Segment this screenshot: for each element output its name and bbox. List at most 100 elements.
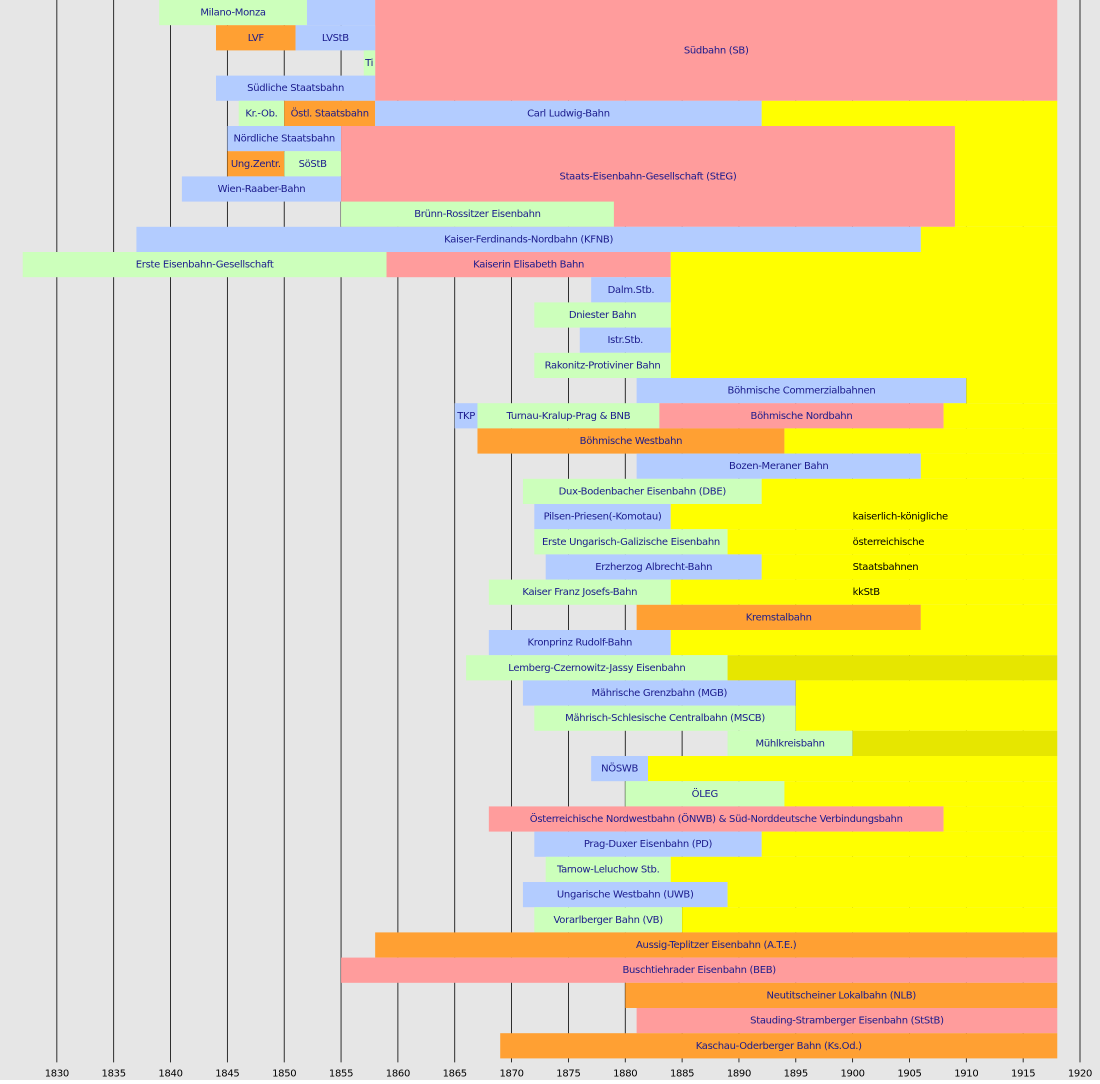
x-tick-label: 1840 — [158, 1068, 182, 1079]
bar — [761, 100, 1058, 126]
bar — [227, 151, 285, 177]
bar — [727, 655, 1058, 681]
bar-label: Dalm.Stb. — [608, 285, 655, 296]
bar-label: Turnau-Kralup-Prag & BNB — [506, 411, 631, 422]
x-tick-label: 1875 — [556, 1068, 580, 1079]
bar — [591, 756, 648, 782]
bar — [852, 730, 1058, 756]
x-tick-label: 1860 — [386, 1068, 410, 1079]
bar — [682, 907, 1058, 933]
bar-label: Östl. Staatsbahn — [291, 106, 369, 119]
bar — [477, 403, 660, 429]
bar-label: LVF — [248, 33, 265, 44]
bar-label: Erste Eisenbahn-Gesellschaft — [136, 260, 274, 271]
bar — [22, 252, 387, 278]
x-tick-label: 1855 — [329, 1068, 353, 1079]
bar — [920, 453, 1058, 479]
bar — [670, 504, 1058, 530]
x-tick-label: 1865 — [443, 1068, 467, 1079]
x-tick-label: 1830 — [45, 1068, 69, 1079]
bar — [295, 25, 376, 51]
bar — [216, 75, 376, 101]
bar-label: Österreichische Nordwestbahn (ÖNWB) & Sü… — [530, 812, 903, 825]
bar-label: Böhmische Nordbahn — [751, 411, 853, 422]
bar-label: Mährische Grenzbahn (MGB) — [592, 688, 728, 699]
x-tick-label: 1910 — [954, 1068, 978, 1079]
bar-label: Mühlkreisbahn — [756, 738, 825, 749]
bar — [545, 554, 762, 580]
bar-label: Aussig-Teplitzer Eisenbahn (A.T.E.) — [636, 940, 797, 951]
x-tick-label: 1850 — [272, 1068, 296, 1079]
bar — [943, 806, 1058, 832]
bar — [966, 378, 1058, 404]
bar — [636, 453, 921, 479]
bar-label: Staats-Eisenbahn-Gesellschaft (StEG) — [560, 171, 737, 182]
bar — [488, 630, 671, 656]
bar-label: Ti — [364, 58, 373, 69]
bar — [727, 882, 1058, 908]
bar — [636, 604, 921, 630]
bar-label: Erzherzog Albrecht-Bahn — [595, 562, 712, 573]
bar — [761, 554, 1058, 580]
bar-label: Kaiser-Ferdinands-Nordbahn (KFNB) — [444, 234, 613, 245]
bar-label: NÖSWB — [601, 762, 638, 775]
bar — [761, 831, 1058, 857]
bar-label: Ungarische Westbahn (UWB) — [557, 890, 694, 901]
bar — [534, 352, 671, 378]
x-tick-label: 1915 — [1011, 1068, 1035, 1079]
bar — [227, 126, 342, 152]
bar — [284, 100, 376, 126]
bar — [386, 252, 671, 278]
bar — [238, 100, 285, 126]
bar-label: Ung.Zentr. — [231, 159, 281, 170]
x-tick-label: 1835 — [102, 1068, 126, 1079]
x-tick-label: 1880 — [613, 1068, 637, 1079]
bar — [579, 327, 671, 353]
bar-label: Brünn-Rossitzer Eisenbahn — [414, 209, 540, 220]
bar — [500, 1033, 1058, 1059]
bar — [943, 403, 1058, 429]
bar — [136, 226, 921, 252]
bar — [477, 428, 785, 454]
bar-label: SöStB — [299, 159, 328, 170]
bar — [727, 730, 853, 756]
bar-label: Rakonitz-Protiviner Bahn — [545, 360, 661, 371]
x-tick-label: 1920 — [1068, 1068, 1092, 1079]
bar — [591, 277, 671, 303]
bar — [159, 0, 307, 26]
bar — [534, 831, 762, 857]
bar — [954, 126, 1058, 227]
bar — [670, 630, 1058, 656]
bar-label: Nördliche Staatsbahn — [233, 134, 334, 145]
bar — [375, 100, 762, 126]
bar-label: LVStB — [322, 33, 349, 44]
bar-label: Buschtiehrader Eisenbahn (BEB) — [622, 965, 776, 976]
bar — [659, 403, 944, 429]
bar-label: Dniester Bahn — [569, 310, 636, 321]
bar — [488, 806, 944, 832]
bar-label: Carl Ludwig-Bahn — [527, 108, 610, 119]
annotation: Staatsbahnen — [853, 562, 919, 573]
annotation: kaiserlich-königliche — [853, 512, 948, 523]
bar-label: Prag-Duxer Eisenbahn (PD) — [584, 839, 713, 850]
bar-label: Lemberg-Czernowitz-Jassy Eisenbahn — [508, 663, 685, 674]
bar-label: Istr.Stb. — [607, 335, 643, 346]
bar — [648, 756, 1058, 782]
bar — [920, 226, 1058, 252]
bar-label: Kaiser Franz Josefs-Bahn — [522, 587, 637, 598]
bar — [534, 705, 796, 731]
bar-label: Kaschau-Oderberger Bahn (Ks.Od.) — [696, 1041, 862, 1052]
bar — [727, 529, 1058, 555]
bar-label: Kremstalbahn — [746, 612, 812, 623]
bar — [522, 882, 728, 908]
bar-label: Wien-Raaber-Bahn — [218, 184, 306, 195]
bar — [784, 428, 1058, 454]
bar-label: Mährisch-Schlesische Centralbahn (MSCB) — [565, 713, 765, 724]
annotation: österreichische — [853, 537, 925, 548]
bar-label: Böhmische Westbahn — [580, 436, 683, 447]
annotation: kkStB — [853, 587, 881, 598]
bar — [670, 252, 1058, 378]
bar — [375, 932, 1058, 958]
bar-label: Neutitscheiner Lokalbahn (NLB) — [767, 990, 917, 1001]
bar-label: TKP — [456, 411, 475, 422]
